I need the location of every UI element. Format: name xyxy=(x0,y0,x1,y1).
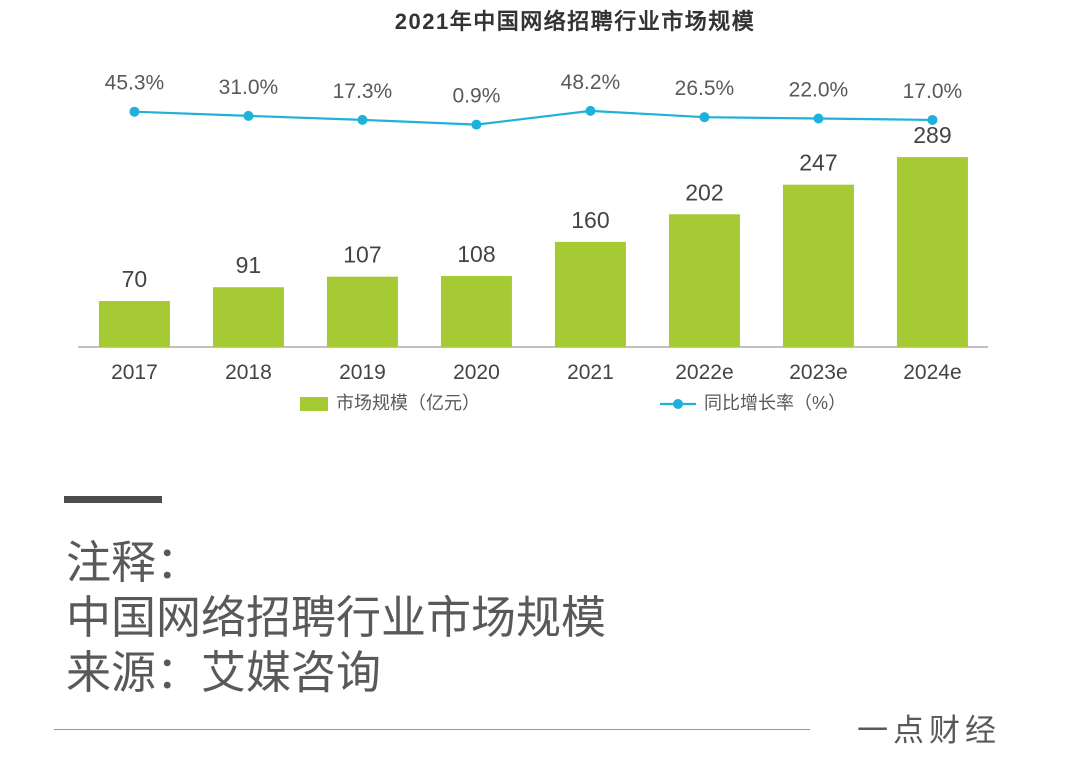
svg-text:2022e: 2022e xyxy=(675,361,733,384)
svg-text:247: 247 xyxy=(799,150,837,176)
svg-text:2020: 2020 xyxy=(453,361,500,384)
svg-text:31.0%: 31.0% xyxy=(219,76,279,99)
svg-text:91: 91 xyxy=(236,252,262,278)
svg-text:289: 289 xyxy=(913,122,951,148)
svg-text:2017: 2017 xyxy=(111,361,158,384)
svg-text:17.3%: 17.3% xyxy=(333,80,393,103)
svg-text:2021: 2021 xyxy=(567,361,614,384)
svg-text:70: 70 xyxy=(122,266,148,292)
svg-text:2024e: 2024e xyxy=(903,361,961,384)
svg-text:45.3%: 45.3% xyxy=(105,72,165,95)
svg-text:17.0%: 17.0% xyxy=(903,80,963,103)
svg-text:107: 107 xyxy=(343,242,381,268)
svg-text:同比增长率（%）: 同比增长率（%） xyxy=(704,393,846,413)
svg-text:108: 108 xyxy=(457,241,495,267)
svg-text:26.5%: 26.5% xyxy=(675,77,735,100)
svg-text:48.2%: 48.2% xyxy=(561,71,621,94)
svg-text:2023e: 2023e xyxy=(789,361,847,384)
svg-text:2018: 2018 xyxy=(225,361,272,384)
svg-text:22.0%: 22.0% xyxy=(789,78,849,101)
svg-text:2019: 2019 xyxy=(339,361,386,384)
svg-text:160: 160 xyxy=(571,207,609,233)
svg-text:0.9%: 0.9% xyxy=(453,85,501,108)
svg-text:市场规模（亿元）: 市场规模（亿元） xyxy=(336,393,480,413)
svg-text:202: 202 xyxy=(685,179,723,205)
